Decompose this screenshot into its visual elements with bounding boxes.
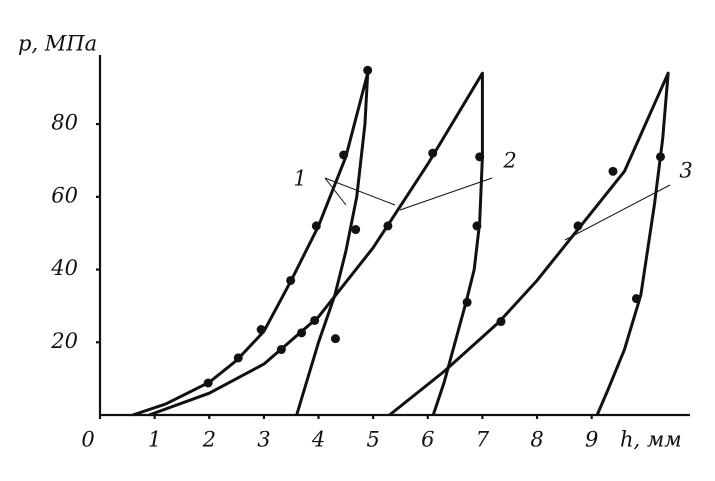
curve: [148, 71, 484, 417]
y-tick-label: 60: [51, 183, 78, 207]
point: [286, 275, 296, 285]
curve: [132, 71, 370, 417]
x-tick-label: 5: [366, 428, 379, 452]
point: [339, 150, 349, 160]
x-tick-label: 8: [530, 428, 543, 452]
x-tick-label: 9: [585, 428, 598, 452]
point: [297, 328, 307, 338]
point: [363, 65, 373, 75]
point: [475, 152, 485, 162]
x-tick-label: 7: [476, 428, 490, 452]
point: [428, 148, 438, 158]
y-tick-label: 40: [50, 256, 78, 280]
x-tick-label: 2: [202, 428, 216, 452]
x-tick-label: 4: [311, 428, 325, 452]
y-tick-label: 80: [51, 111, 78, 135]
leader-line: [564, 184, 671, 241]
point: [330, 334, 340, 344]
curve: [388, 71, 670, 417]
point: [256, 325, 266, 335]
point: [496, 317, 506, 327]
curve-label: 3: [679, 159, 692, 183]
point: [276, 345, 286, 355]
point: [573, 221, 583, 231]
curve-label: 1: [293, 167, 306, 191]
leader-line: [324, 177, 396, 206]
y-axis-label: p, МПа: [18, 32, 97, 56]
point: [608, 166, 618, 176]
point: [351, 225, 361, 235]
y-tick-label: 20: [50, 329, 78, 353]
leader-line: [399, 177, 493, 211]
point: [311, 221, 321, 231]
x-tick-label: 1: [148, 428, 161, 452]
x-tick-label: 3: [257, 428, 270, 452]
point: [203, 378, 213, 388]
x-tick-label: 0: [81, 428, 94, 452]
leader-line: [324, 177, 347, 206]
point: [656, 152, 665, 162]
point: [472, 221, 482, 231]
x-axis-label: h, мм: [620, 428, 682, 452]
point: [462, 297, 472, 307]
x-tick-label: 6: [421, 428, 434, 452]
point: [233, 353, 243, 363]
point: [383, 221, 393, 231]
curve-label: 2: [502, 149, 516, 173]
point: [310, 315, 320, 325]
point: [631, 294, 641, 304]
